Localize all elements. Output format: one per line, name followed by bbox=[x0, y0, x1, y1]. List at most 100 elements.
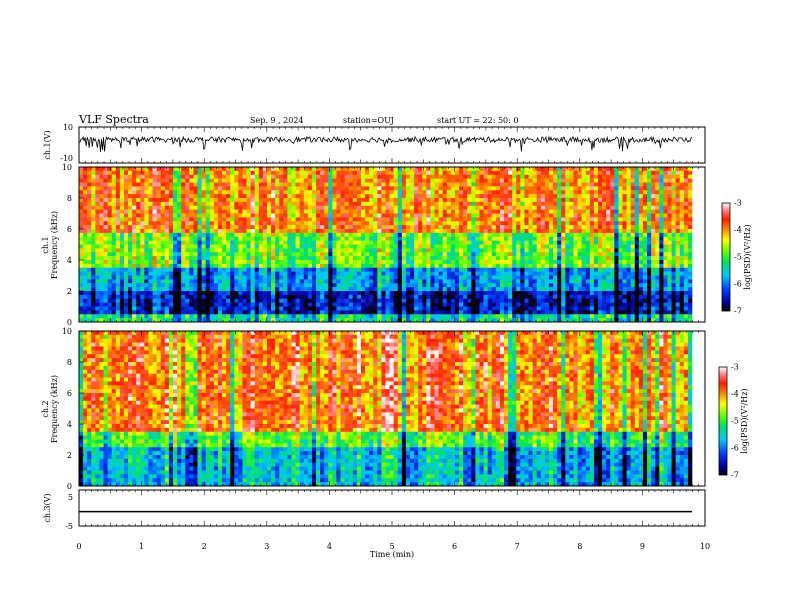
spectrogram-cell bbox=[389, 244, 394, 249]
spectrogram-cell bbox=[577, 271, 582, 276]
spectrogram-cell bbox=[168, 279, 174, 284]
spectrogram-cell bbox=[459, 190, 464, 195]
spectrogram-cell bbox=[128, 167, 133, 172]
spectrogram-cell bbox=[316, 248, 321, 253]
spectrogram-cell bbox=[434, 190, 439, 195]
spectrogram-cell bbox=[238, 178, 243, 183]
spectrogram-cell bbox=[250, 190, 256, 195]
spectrogram-cell bbox=[410, 244, 415, 249]
spectrogram-cell bbox=[553, 205, 558, 210]
spectrogram-cell bbox=[638, 209, 644, 214]
spectrogram-cell bbox=[365, 225, 370, 230]
spectrogram-cell bbox=[369, 279, 374, 284]
spectrogram-cell bbox=[491, 174, 497, 179]
spectrogram-cell bbox=[622, 194, 627, 199]
spectrogram-cell bbox=[508, 267, 513, 272]
spectrogram-cell bbox=[144, 244, 149, 249]
spectrogram-cell bbox=[377, 194, 382, 199]
spectrogram-cell bbox=[512, 194, 517, 199]
spectrogram-cell bbox=[144, 260, 149, 265]
spectrogram-cell bbox=[401, 190, 407, 195]
spectrogram-cell bbox=[687, 244, 693, 249]
spectrogram-cell bbox=[177, 287, 182, 292]
spectrogram-cell bbox=[675, 225, 681, 230]
spectrogram-cell bbox=[569, 283, 574, 288]
spectrogram-cell bbox=[544, 201, 550, 207]
spectrogram-cell bbox=[593, 178, 599, 183]
spectrogram-cell bbox=[87, 213, 92, 218]
spectrogram-cell bbox=[634, 221, 640, 226]
spectrogram-cell bbox=[638, 267, 644, 272]
spectrogram-cell bbox=[209, 182, 215, 187]
spectrogram-cell bbox=[119, 271, 125, 276]
spectrogram-cell bbox=[316, 283, 321, 288]
spectrogram-cell bbox=[459, 232, 464, 238]
spectrogram-cell bbox=[324, 248, 329, 253]
spectrogram-cell bbox=[181, 271, 186, 276]
spectrogram-cell bbox=[369, 271, 374, 276]
spectrogram-cell bbox=[442, 248, 448, 253]
spectrogram-cell bbox=[569, 275, 574, 280]
spectrogram-cell bbox=[283, 248, 288, 253]
spectrogram-cell bbox=[275, 236, 280, 241]
spectrogram-cell bbox=[271, 271, 276, 276]
spectrogram-cell bbox=[446, 170, 452, 176]
spectrogram-cell bbox=[504, 279, 509, 284]
spectrogram-cell bbox=[499, 283, 505, 288]
spectrogram-cell bbox=[491, 244, 497, 249]
spectrogram-cell bbox=[622, 271, 627, 276]
spectrogram-cell bbox=[414, 263, 419, 269]
spectrogram-cell bbox=[365, 201, 370, 207]
spectrogram-cell bbox=[593, 167, 599, 172]
spectrogram-cell bbox=[123, 279, 129, 284]
spectrogram-cell bbox=[107, 201, 112, 207]
spectrogram-cell bbox=[271, 283, 276, 288]
spectrogram-cell bbox=[356, 248, 362, 253]
spectrogram-cell bbox=[508, 244, 513, 249]
chart-title: VLF Spectra bbox=[78, 113, 149, 126]
spectrogram-cell bbox=[548, 283, 554, 288]
spectrogram-cell bbox=[328, 167, 333, 172]
spectrogram-cell bbox=[548, 186, 554, 191]
spectrogram-cell bbox=[463, 283, 468, 288]
spectrogram-cell bbox=[311, 275, 317, 280]
spectrogram-cell bbox=[540, 217, 546, 222]
spectrogram-cell bbox=[577, 213, 582, 218]
spectrogram-cell bbox=[589, 263, 595, 269]
spectrogram-cell bbox=[111, 271, 117, 276]
spectrogram-cell bbox=[287, 248, 292, 253]
spectrogram-cell bbox=[344, 283, 350, 288]
spectrogram-cell bbox=[414, 248, 419, 253]
spectrogram-cell bbox=[434, 186, 439, 191]
spectrogram-cell bbox=[475, 225, 480, 230]
spectrogram-cell bbox=[328, 232, 333, 238]
spectrogram-cell bbox=[504, 256, 509, 261]
spectrogram-cell bbox=[520, 260, 525, 265]
spectrogram-cell bbox=[83, 174, 88, 179]
spectrogram-cell bbox=[687, 221, 693, 226]
spectrogram-cell bbox=[258, 170, 264, 176]
spectrogram-cell bbox=[679, 170, 685, 176]
spectrogram-cell bbox=[205, 174, 211, 179]
spectrogram-cell bbox=[348, 232, 354, 238]
spectrogram-cell bbox=[217, 213, 223, 218]
spectrogram-cell bbox=[295, 267, 300, 272]
spectrogram-cell bbox=[144, 225, 149, 230]
spectrogram-cell bbox=[553, 167, 558, 172]
spectrogram-cell bbox=[504, 217, 509, 222]
spectrogram-cell bbox=[544, 221, 550, 226]
spectrogram-cell bbox=[589, 267, 595, 272]
spectrogram-cell bbox=[471, 221, 476, 226]
spectrogram-cell bbox=[226, 240, 231, 245]
spectrogram-cell bbox=[659, 178, 664, 183]
spectrogram-cell bbox=[475, 275, 480, 280]
spectrogram-cell bbox=[671, 283, 676, 288]
spectrogram-cell bbox=[679, 244, 685, 249]
spectrogram-cell bbox=[675, 267, 681, 272]
spectrogram-cell bbox=[246, 263, 251, 269]
spectrogram-cell bbox=[328, 256, 333, 261]
spectrogram-cell bbox=[230, 174, 235, 179]
spectrogram-cell bbox=[177, 170, 182, 176]
spectrogram-cell bbox=[483, 236, 488, 241]
